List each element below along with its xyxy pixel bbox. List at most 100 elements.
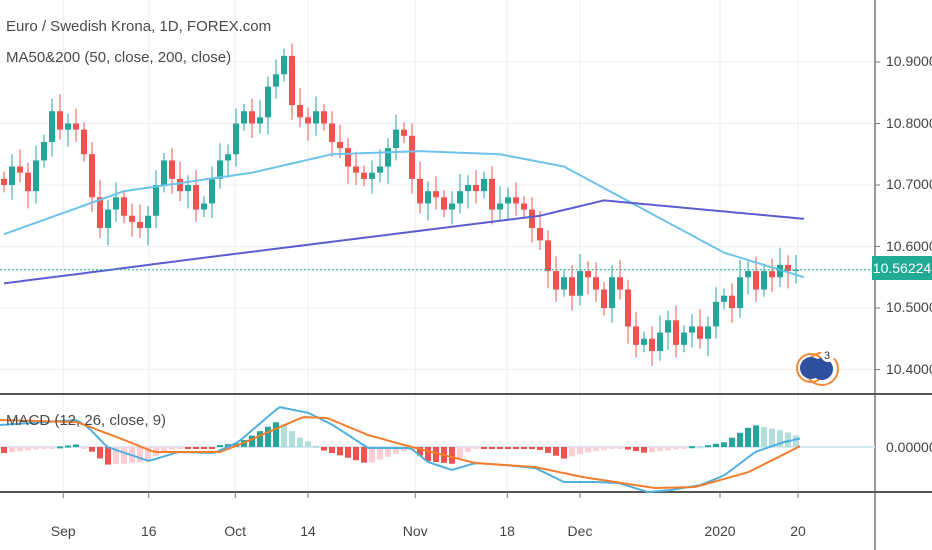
candle-body bbox=[745, 271, 751, 278]
candle-body bbox=[353, 166, 359, 173]
candle-body bbox=[729, 295, 735, 308]
macd-histogram-bar bbox=[425, 447, 431, 462]
time-axis-tick: 18 bbox=[499, 523, 515, 539]
macd-histogram-bar bbox=[489, 447, 495, 449]
macd-histogram-bar bbox=[673, 447, 679, 450]
macd-histogram-bar bbox=[449, 447, 455, 464]
candle-body bbox=[673, 320, 679, 345]
macd-histogram-bar bbox=[793, 435, 799, 447]
candle-body bbox=[217, 160, 223, 179]
candle-body bbox=[417, 178, 423, 204]
candle-body bbox=[769, 271, 775, 278]
signal-line bbox=[0, 415, 801, 490]
macd-histogram-bar bbox=[225, 444, 231, 447]
candle-body bbox=[409, 135, 415, 179]
candle-body bbox=[313, 111, 319, 124]
macd-histogram-bar bbox=[249, 435, 255, 447]
candle-body bbox=[129, 215, 135, 222]
macd-histogram-bar bbox=[641, 447, 647, 453]
candle-body bbox=[41, 141, 47, 161]
candle-body bbox=[121, 197, 127, 216]
candle-body bbox=[625, 289, 631, 327]
candle-body bbox=[57, 111, 63, 130]
candle-body bbox=[633, 326, 639, 345]
candle-body bbox=[225, 154, 231, 161]
time-axis-tick: Oct bbox=[224, 523, 247, 539]
candle-body bbox=[441, 197, 447, 210]
ma200-line bbox=[3, 199, 805, 285]
macd-histogram-bar bbox=[721, 442, 727, 447]
price-axis-tick: 10.80000 bbox=[886, 114, 932, 131]
candle-body bbox=[497, 203, 503, 210]
macd-histogram-bar bbox=[353, 447, 359, 461]
macd-histogram-bar bbox=[305, 441, 311, 447]
macd-histogram-bar bbox=[577, 447, 583, 455]
candle-body bbox=[785, 264, 791, 272]
time-axis-tick: Sep bbox=[50, 523, 76, 539]
candle-body bbox=[345, 148, 351, 167]
candle-body bbox=[449, 203, 455, 210]
macd-histogram-bar bbox=[81, 447, 87, 449]
candle-body bbox=[25, 172, 31, 192]
macd-histogram-bar bbox=[121, 447, 127, 464]
macd-histogram-bar bbox=[393, 447, 399, 454]
candle-body bbox=[241, 111, 247, 124]
candle-body bbox=[737, 277, 743, 308]
macd-histogram-bar bbox=[265, 426, 271, 447]
candle-body bbox=[649, 338, 655, 352]
candle-body bbox=[113, 197, 119, 210]
candle-body bbox=[617, 277, 623, 290]
candle-body bbox=[177, 178, 183, 192]
candle-body bbox=[505, 197, 511, 204]
macd-axis-tick-zero: 0.00000 bbox=[886, 439, 932, 455]
candle-body bbox=[585, 271, 591, 278]
macd-indicator-label[interactable]: MACD (12, 26, close, 9) bbox=[6, 412, 167, 429]
macd-line bbox=[0, 406, 801, 494]
candle-body bbox=[529, 209, 535, 229]
candle-body bbox=[49, 111, 55, 142]
candle-body bbox=[321, 111, 327, 124]
candle-body bbox=[705, 326, 711, 339]
macd-histogram-bar bbox=[513, 447, 519, 449]
macd-histogram-bar bbox=[433, 447, 439, 463]
candle-body bbox=[377, 166, 383, 173]
candle-body bbox=[433, 191, 439, 198]
macd-histogram-bar bbox=[417, 447, 423, 456]
candle-body bbox=[721, 295, 727, 302]
macd-histogram-bar bbox=[25, 447, 31, 451]
candle-body bbox=[185, 185, 191, 192]
candle-body bbox=[665, 320, 671, 333]
macd-histogram-bar bbox=[9, 447, 15, 453]
price-axis-tick: 10.70000 bbox=[886, 176, 932, 192]
macd-histogram-bar bbox=[161, 447, 167, 453]
macd-histogram-bar bbox=[49, 447, 55, 449]
macd-histogram-bar bbox=[209, 447, 215, 449]
macd-histogram-bar bbox=[777, 430, 783, 447]
price-axis-tick: 10.40000 bbox=[886, 360, 932, 377]
candle-body bbox=[329, 123, 335, 142]
price-axis-tick: 10.90000 bbox=[886, 53, 932, 69]
macd-histogram-bar bbox=[657, 447, 663, 452]
candle-body bbox=[249, 111, 255, 124]
macd-histogram-bar bbox=[329, 447, 335, 453]
macd-histogram-bar bbox=[193, 447, 199, 449]
candle-body bbox=[81, 129, 87, 155]
macd-histogram-bar bbox=[761, 426, 767, 447]
candle-body bbox=[761, 271, 767, 290]
macd-histogram-bar bbox=[385, 447, 391, 457]
candle-body bbox=[137, 221, 143, 229]
candle-body bbox=[281, 55, 287, 75]
macd-histogram-bar bbox=[113, 447, 119, 465]
ma-indicator-label[interactable]: MA50&200 (50, close, 200, close) bbox=[6, 49, 232, 66]
candle-body bbox=[561, 277, 567, 290]
macd-histogram-bar bbox=[145, 447, 151, 462]
macd-histogram-bar bbox=[65, 445, 71, 448]
candle-body bbox=[105, 209, 111, 229]
candle-body bbox=[457, 191, 463, 204]
macd-histogram-bar bbox=[257, 431, 263, 447]
macd-histogram-bar bbox=[97, 447, 103, 459]
candle-body bbox=[425, 191, 431, 204]
candle-body bbox=[97, 197, 103, 229]
macd-histogram-bar bbox=[585, 447, 591, 453]
